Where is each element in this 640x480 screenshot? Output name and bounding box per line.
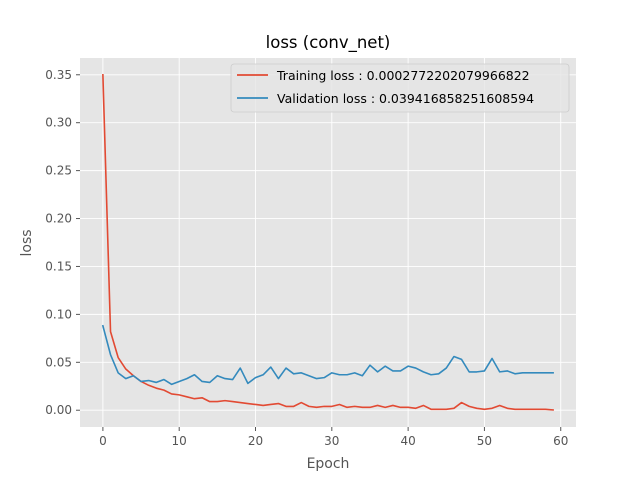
y-tick-label: 0.25 [45, 164, 72, 178]
y-tick-label: 0.10 [45, 307, 72, 321]
plot-area [80, 58, 576, 427]
x-tick-label: 50 [477, 434, 492, 448]
legend-box [230, 63, 570, 113]
chart-title: loss (conv_net) [266, 33, 391, 53]
x-tick-label: 30 [324, 434, 339, 448]
series-line-training [102, 73, 554, 411]
x-tick-label: 60 [553, 434, 568, 448]
grid [80, 58, 576, 427]
y-tick-label: 0.35 [45, 68, 72, 82]
series-layer [101, 73, 554, 411]
x-tick-label: 0 [99, 434, 107, 448]
y-tick-label: 0.20 [45, 212, 72, 226]
y-tick-label: 0.00 [45, 403, 72, 417]
y-tick-label: 0.15 [45, 259, 72, 273]
x-tick-label: 40 [400, 434, 415, 448]
y-axis-label: loss [19, 229, 35, 256]
y-tick-label: 0.05 [45, 355, 72, 369]
legend-label-training: Training loss : 0.0002772202079966822 [276, 68, 530, 83]
series-line-validation [101, 324, 554, 386]
x-tick-label: 20 [248, 434, 263, 448]
x-tick-label: 10 [172, 434, 187, 448]
x-axis-ticks: 0 10 20 30 40 50 60 [99, 427, 568, 448]
legend: Training loss : 0.0002772202079966822 Va… [230, 63, 570, 113]
y-tick-label: 0.30 [45, 116, 72, 130]
legend-label-validation: Validation loss : 0.039416858251608594 [277, 91, 534, 106]
x-axis-label: Epoch [307, 456, 350, 472]
y-axis-ticks: 0.00 0.05 0.10 0.15 0.20 0.25 0.30 0.35 [45, 68, 80, 417]
